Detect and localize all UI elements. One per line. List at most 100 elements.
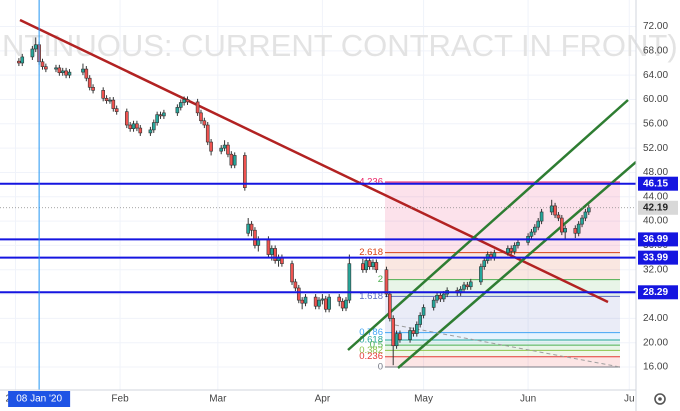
candle-body [249, 223, 254, 231]
candle-body [398, 333, 402, 340]
candle-body [202, 120, 207, 126]
candle-body [290, 263, 294, 283]
last-price-box [638, 200, 678, 215]
fib-level-label: 0.618 [359, 335, 383, 346]
y-tick-label: 60.00 [643, 94, 668, 105]
x-tick-label: Jun [520, 394, 536, 405]
candle-body [418, 315, 422, 325]
fib-level-label: 4.236 [359, 177, 383, 188]
y-tick-label: 64.00 [643, 70, 668, 81]
candle-body [512, 245, 517, 252]
candle-body [573, 228, 578, 234]
price-line-box [638, 250, 678, 265]
candle-body [101, 90, 105, 99]
candle-body [553, 205, 557, 216]
price-line-box [638, 232, 678, 247]
fib-level-label: 0 [378, 362, 383, 373]
candle-body [87, 77, 92, 88]
candle-body [462, 284, 466, 290]
y-tick-label: 56.00 [643, 118, 668, 129]
candle-body [586, 207, 591, 213]
candle-body [479, 266, 483, 283]
candle-body [320, 298, 325, 301]
channel-line[interactable] [347, 99, 629, 351]
candle-body [64, 70, 68, 76]
candle-body [232, 155, 237, 166]
candle-body [114, 108, 119, 112]
candle-body [296, 287, 301, 301]
candle-body [563, 228, 567, 233]
candle-body [67, 71, 72, 76]
candle-body [384, 269, 389, 295]
candle-body [431, 299, 436, 308]
candle-body [33, 44, 38, 50]
candle-body [229, 153, 234, 166]
candle-body [580, 217, 584, 225]
candle-body [20, 56, 25, 64]
candle-body [323, 298, 328, 310]
candle-body [361, 263, 365, 271]
candle-body [388, 293, 392, 319]
candle-body [549, 205, 554, 213]
candle-body [131, 123, 136, 129]
candle-body [17, 60, 21, 64]
price-line-box [638, 285, 678, 300]
candle-body [253, 229, 257, 246]
candle-body [583, 211, 588, 219]
drawings [19, 18, 636, 369]
fib-band [385, 182, 620, 253]
candle-body [371, 262, 375, 267]
crosshair-label: 08 Jan '20 [16, 394, 62, 405]
candle-body [273, 248, 277, 261]
candle-body [411, 330, 416, 334]
candle-body [104, 97, 109, 101]
last-price-label: 42.19 [643, 202, 668, 213]
candle-body [135, 123, 139, 129]
candle-body [533, 226, 537, 233]
fib-band [385, 345, 620, 351]
candle-body [91, 87, 95, 91]
candle-body [199, 112, 203, 122]
candle-body [246, 223, 250, 234]
dashed-trend-line[interactable] [394, 324, 621, 368]
fib-level-label: 1.618 [359, 291, 383, 302]
channel-line[interactable] [397, 161, 636, 369]
candle-body [536, 220, 541, 228]
fib-band [385, 350, 620, 357]
candle-body [539, 211, 544, 222]
fib-band [385, 340, 620, 346]
candle-body [219, 147, 224, 152]
candle-body [108, 99, 112, 102]
trend-line[interactable] [19, 18, 609, 304]
candle-body [138, 127, 143, 134]
candle-body [243, 155, 247, 188]
fib-band [385, 279, 620, 297]
y-tick-label: 48.00 [643, 167, 668, 178]
candle-body [441, 293, 446, 300]
price-line-label: 33.99 [643, 252, 668, 263]
candle-body [182, 99, 186, 103]
candle-body [347, 263, 352, 301]
fib-level-label: 0.5 [370, 340, 383, 351]
candle-body [438, 294, 443, 300]
candle-body [317, 299, 321, 307]
candle-body [556, 214, 561, 219]
candle-body [300, 299, 304, 304]
candle-body [222, 144, 227, 149]
price-line-label: 28.29 [643, 287, 668, 298]
candle-body [391, 318, 396, 347]
candle-body [226, 144, 230, 155]
candle-body [337, 296, 342, 302]
candle-body [185, 99, 190, 103]
candle-body [435, 294, 439, 301]
settings-button[interactable] [654, 393, 666, 405]
candle-body [313, 296, 318, 307]
candle-body [364, 260, 369, 271]
candle-body [44, 66, 48, 70]
gear-icon[interactable] [654, 393, 666, 405]
crosshair-box [8, 391, 71, 407]
price-line-label: 36.99 [643, 234, 668, 245]
x-tick-label: Feb [111, 394, 129, 405]
